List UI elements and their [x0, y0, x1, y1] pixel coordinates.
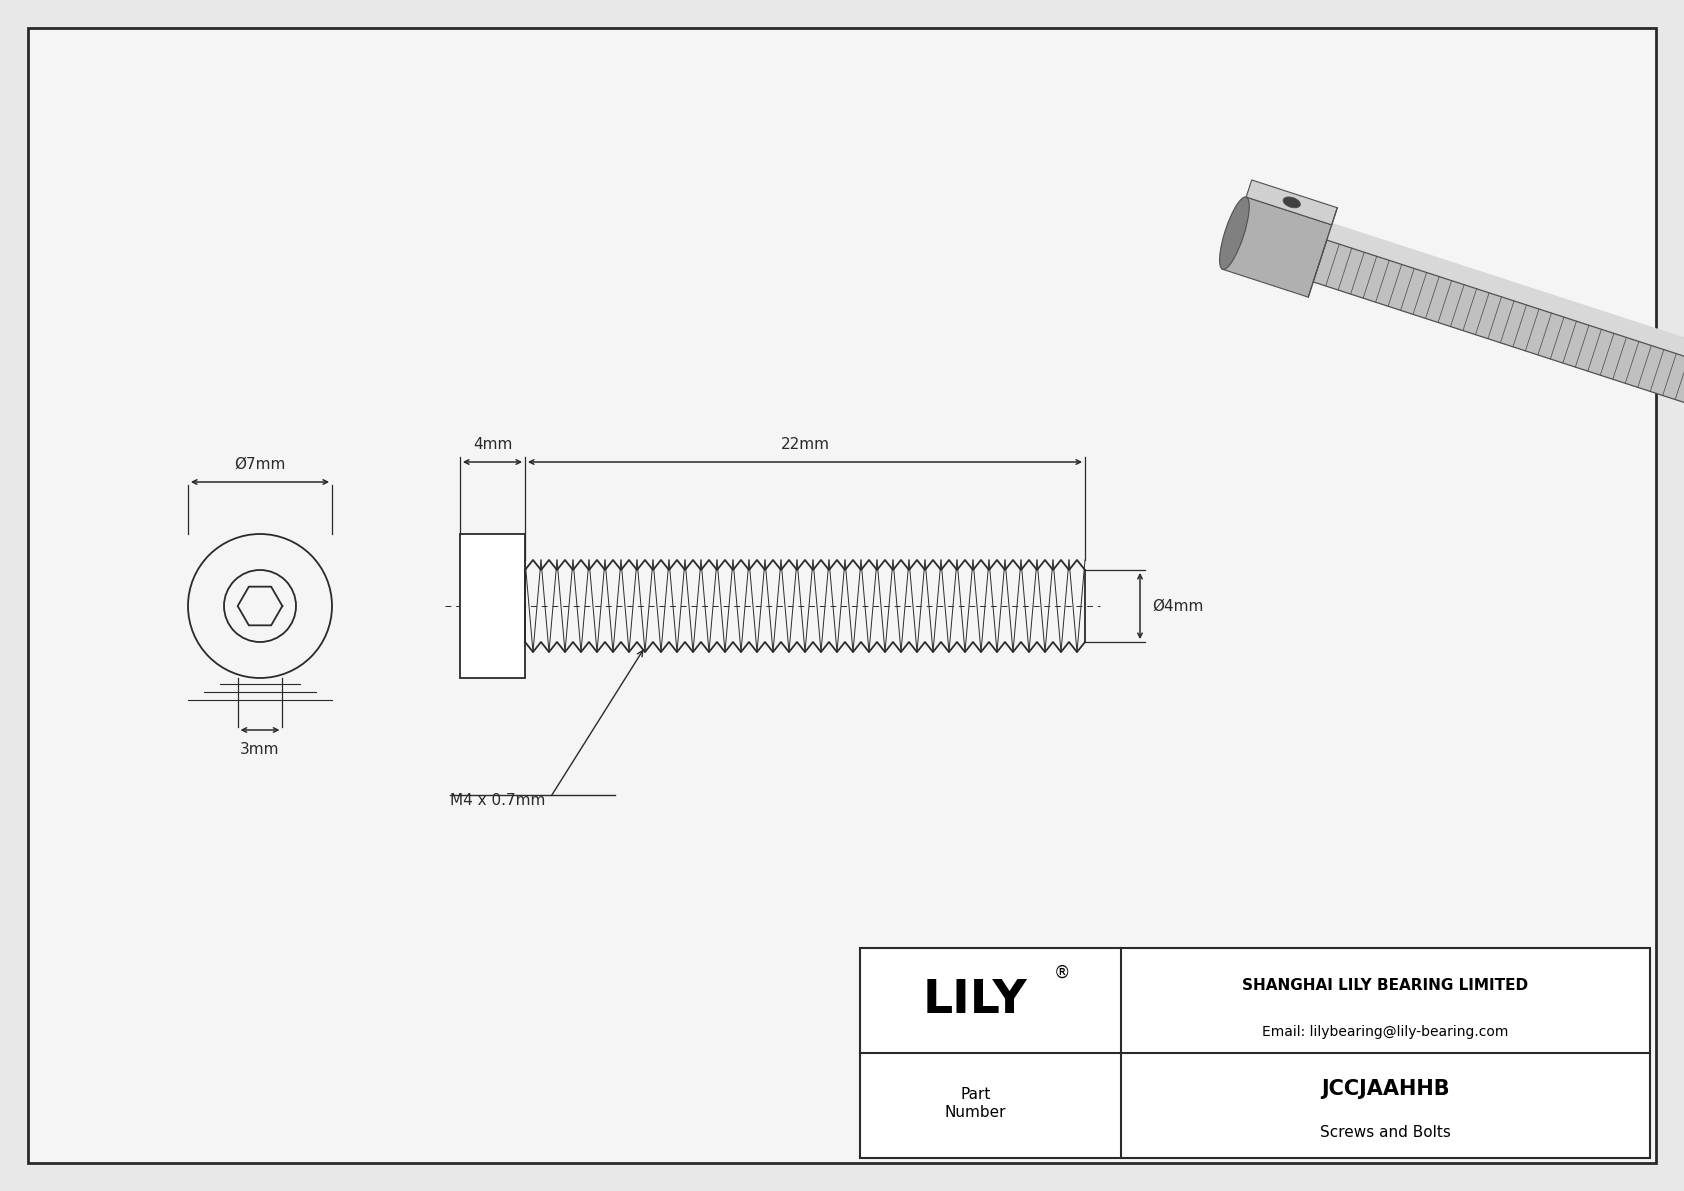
Text: M4 x 0.7mm: M4 x 0.7mm — [450, 793, 546, 807]
Text: ®: ® — [1054, 964, 1071, 981]
Text: Ø7mm: Ø7mm — [234, 457, 286, 472]
Text: Screws and Bolts: Screws and Bolts — [1320, 1125, 1452, 1140]
Polygon shape — [1327, 223, 1684, 370]
Bar — [460, 534, 525, 678]
Ellipse shape — [1219, 197, 1250, 269]
Ellipse shape — [1283, 197, 1300, 208]
Text: Part
Number: Part Number — [945, 1087, 1005, 1120]
Text: Email: lilybearing@lily-bearing.com: Email: lilybearing@lily-bearing.com — [1263, 1025, 1509, 1039]
Text: LILY: LILY — [923, 978, 1027, 1023]
Polygon shape — [1246, 180, 1337, 225]
Text: Ø4mm: Ø4mm — [1152, 599, 1204, 613]
Text: SHANGHAI LILY BEARING LIMITED: SHANGHAI LILY BEARING LIMITED — [1243, 978, 1529, 993]
Text: 3mm: 3mm — [241, 742, 280, 757]
Polygon shape — [1314, 241, 1684, 412]
Bar — [861, 948, 1650, 1158]
Text: JCCJAAHHB: JCCJAAHHB — [1320, 1079, 1450, 1099]
Text: 4mm: 4mm — [473, 437, 512, 453]
Polygon shape — [1223, 197, 1332, 297]
Text: 22mm: 22mm — [780, 437, 830, 453]
